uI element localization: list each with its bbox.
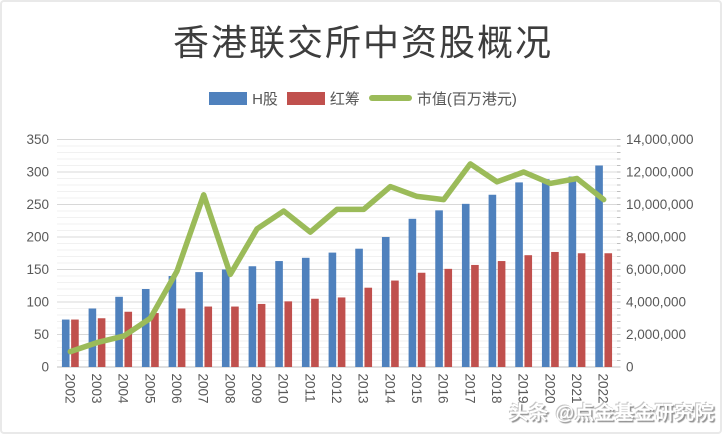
red-chip-bar-2011 — [311, 298, 319, 367]
red-chip-bar-2008 — [231, 306, 239, 367]
y-axis-left-tick-label: 300 — [26, 165, 49, 180]
x-axis-label-2020: 2020 — [542, 374, 557, 404]
y-axis-right-tick-label: 10,000,000 — [626, 197, 694, 212]
red-chip-bar-2016 — [444, 268, 453, 367]
y-axis-left-tick-label: 50 — [34, 327, 49, 342]
chart-legend: H股 红筹 市值(百万港元) — [2, 88, 720, 109]
red-chip-swatch-icon — [286, 91, 325, 105]
chart-title: 香港联交所中资股概况 — [172, 23, 553, 64]
legend-item-h-share: H股 — [209, 88, 278, 109]
h-share-swatch-icon — [209, 91, 248, 105]
h-share-bar-2005 — [141, 289, 150, 367]
h-share-bar-2018 — [488, 194, 497, 367]
y-axis-right-tick-label: 2,000,000 — [626, 327, 686, 342]
y-axis-left-tick-label: 350 — [26, 132, 49, 147]
x-axis-label-2019: 2019 — [516, 374, 531, 404]
h-share-bar-2017 — [461, 203, 470, 367]
x-axis-label-2013: 2013 — [356, 374, 371, 404]
red-chip-bar-2005 — [151, 313, 159, 367]
x-axis-label-2011: 2011 — [302, 374, 317, 403]
h-share-bar-2019 — [515, 182, 523, 367]
x-axis-label-2005: 2005 — [142, 374, 157, 404]
y-axis-left-tick-label: 100 — [26, 295, 49, 310]
h-share-bar-2020 — [541, 179, 550, 367]
h-share-bar-2004 — [115, 296, 123, 367]
legend-label-h-share: H股 — [252, 90, 278, 108]
red-chip-bar-2006 — [177, 308, 186, 367]
x-axis-label-2018: 2018 — [489, 374, 504, 404]
h-share-bar-2013 — [355, 248, 363, 367]
x-axis-label-2007: 2007 — [196, 374, 211, 404]
x-axis-label-2008: 2008 — [222, 374, 237, 404]
x-axis-label-2009: 2009 — [249, 374, 264, 404]
legend-label-market-cap: 市值(百万港元) — [416, 90, 517, 108]
x-axis-label-2017: 2017 — [462, 374, 477, 404]
red-chip-bar-2019 — [524, 255, 533, 367]
red-chip-bar-2004 — [124, 311, 133, 367]
h-share-bar-2010 — [275, 261, 283, 367]
red-chip-bar-2014 — [391, 280, 399, 367]
x-axis-label-2002: 2002 — [62, 374, 77, 404]
watermark: 头条 @点金基金研究院 — [509, 403, 715, 424]
x-axis-label-2022: 2022 — [596, 374, 611, 404]
x-axis-label-2016: 2016 — [436, 374, 451, 404]
h-share-bar-2009 — [248, 266, 257, 367]
y-axis-left-tick-label: 0 — [41, 360, 49, 375]
y-axis-right-tick-label: 12,000,000 — [626, 165, 694, 180]
h-share-bar-2015 — [408, 218, 417, 367]
legend-label-red-chip: 红筹 — [329, 90, 360, 108]
y-axis-right-tick-label: 8,000,000 — [626, 230, 686, 245]
y-axis-right-tick-label: 14,000,000 — [626, 132, 694, 147]
red-chip-bar-2002 — [71, 319, 79, 367]
h-share-bar-2002 — [61, 319, 70, 367]
h-share-bar-2012 — [328, 252, 337, 367]
y-axis-left-tick-label: 250 — [26, 197, 49, 212]
h-share-bar-2007 — [195, 272, 203, 367]
market-cap-line — [67, 161, 607, 355]
h-share-bar-2014 — [381, 237, 390, 367]
h-share-bar-2011 — [301, 257, 310, 367]
red-chip-bar-2010 — [284, 301, 293, 367]
red-chip-bar-2020 — [551, 251, 559, 367]
y-axis-right-tick-label: 0 — [626, 360, 634, 375]
red-chip-bar-2013 — [364, 287, 373, 367]
red-chip-bar-2012 — [337, 297, 346, 367]
h-share-bar-2003 — [88, 308, 97, 367]
h-share-bar-2008 — [221, 269, 230, 367]
x-axis-label-2006: 2006 — [169, 374, 184, 404]
red-chip-bar-2017 — [471, 264, 479, 367]
x-axis-label-2012: 2012 — [329, 374, 344, 404]
h-share-bar-2021 — [568, 176, 577, 367]
legend-item-red-chip: 红筹 — [286, 88, 360, 109]
y-axis-right-tick-label: 4,000,000 — [626, 295, 686, 310]
red-chip-bar-2015 — [417, 272, 426, 367]
x-axis-label-2004: 2004 — [116, 374, 131, 405]
x-axis-label-2003: 2003 — [89, 374, 104, 404]
market-cap-line-swatch-icon — [368, 95, 412, 101]
h-share-bar-2022 — [595, 165, 603, 367]
y-axis-right-tick-label: 6,000,000 — [626, 262, 686, 277]
x-axis-label-2015: 2015 — [409, 374, 424, 404]
red-chip-bar-2021 — [577, 253, 586, 367]
x-axis-label-2014: 2014 — [382, 374, 397, 405]
x-axis-label-2021: 2021 — [569, 374, 584, 404]
h-share-bar-2016 — [435, 210, 443, 367]
red-chip-bar-2009 — [257, 303, 266, 367]
red-chip-bar-2007 — [204, 306, 213, 367]
red-chip-bar-2022 — [604, 253, 613, 367]
legend-item-market-cap: 市值(百万港元) — [368, 88, 517, 109]
y-axis-left-tick-label: 200 — [26, 230, 49, 245]
y-axis-left-tick-label: 150 — [26, 262, 49, 277]
x-axis-label-2010: 2010 — [276, 374, 291, 404]
red-chip-bar-2018 — [497, 261, 506, 367]
h-share-bar-2006 — [168, 276, 177, 367]
